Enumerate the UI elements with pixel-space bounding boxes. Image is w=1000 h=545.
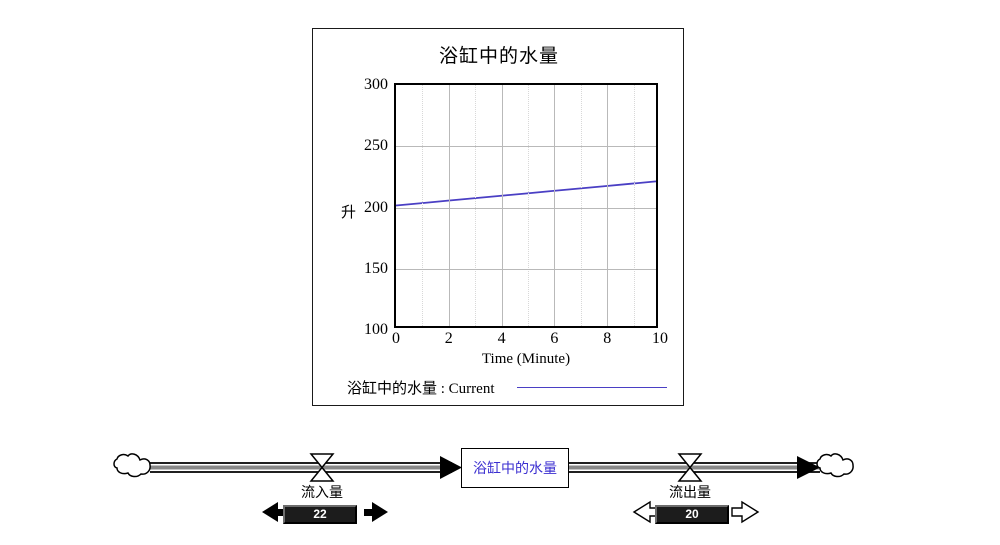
y-axis-tick: 100 [364, 321, 388, 338]
x-axis-label: Time (Minute) [481, 351, 571, 367]
sink-cloud-icon [816, 453, 854, 478]
chart-legend: 浴缸中的水量 : Current [347, 377, 667, 398]
source-cloud-icon [113, 453, 151, 478]
outflow-label: 流出量 [669, 486, 711, 501]
inflow-pipe [150, 456, 462, 479]
gridline-horizontal [396, 268, 656, 270]
chart-panel: 浴缸中的水量 升 100 150 200 250 300 0 2 4 6 8 10 Time (Mi… [312, 28, 684, 406]
gridline-vertical [501, 85, 503, 326]
gridline-vertical [528, 85, 529, 326]
inflow-value[interactable]: 22 [283, 504, 357, 524]
gridline-vertical [448, 85, 450, 326]
x-axis-tick: 6 [550, 330, 559, 347]
gridline-vertical [607, 85, 609, 326]
stock-box[interactable]: 浴缸中的水量 [461, 448, 569, 488]
plot-area: 100 150 200 250 300 0 2 4 6 8 10 [364, 76, 668, 347]
x-axis-tick: 10 [652, 330, 668, 347]
y-axis-tick: 250 [364, 137, 388, 155]
y-axis-tick: 150 [364, 259, 388, 277]
series-line-chart [395, 180, 657, 207]
outflow-slider[interactable]: 20 [655, 502, 729, 526]
outflow-value[interactable]: 20 [655, 504, 729, 524]
series-polyline [395, 180, 657, 207]
gridline-vertical [554, 85, 556, 326]
y-axis-tick: 200 [364, 198, 388, 216]
gridline-vertical [580, 85, 582, 326]
inflow-valve-icon [309, 453, 335, 482]
legend-line-swatch [516, 387, 667, 388]
gridline-horizontal [396, 207, 656, 209]
x-axis-tick: 0 [392, 330, 400, 347]
chart-title: 浴缸中的水量 [438, 46, 559, 67]
stock-flow-diagram: 浴缸中的水量 流入量 流出量 22 20 [0, 430, 1000, 545]
gridline-vertical [422, 85, 424, 326]
stock-label: 浴缸中的水量 [473, 462, 557, 477]
inflow-slider-arrows[interactable] [262, 502, 388, 522]
x-axis-tick: 4 [497, 330, 506, 347]
inflow-slider[interactable]: 22 [283, 502, 357, 526]
legend-entry-label: 浴缸中的水量 : Current [347, 381, 495, 397]
y-axis-label: 升 [341, 205, 357, 221]
gridline-horizontal [396, 146, 656, 148]
y-axis-tick: 300 [364, 76, 388, 93]
gridline-vertical [475, 85, 477, 326]
gridline-vertical [633, 85, 635, 326]
x-axis-tick: 2 [444, 330, 453, 347]
inflow-label: 流入量 [301, 486, 343, 501]
outflow-valve-icon [677, 453, 703, 482]
diagram-canvas [113, 453, 854, 524]
x-axis-tick: 8 [603, 330, 612, 347]
